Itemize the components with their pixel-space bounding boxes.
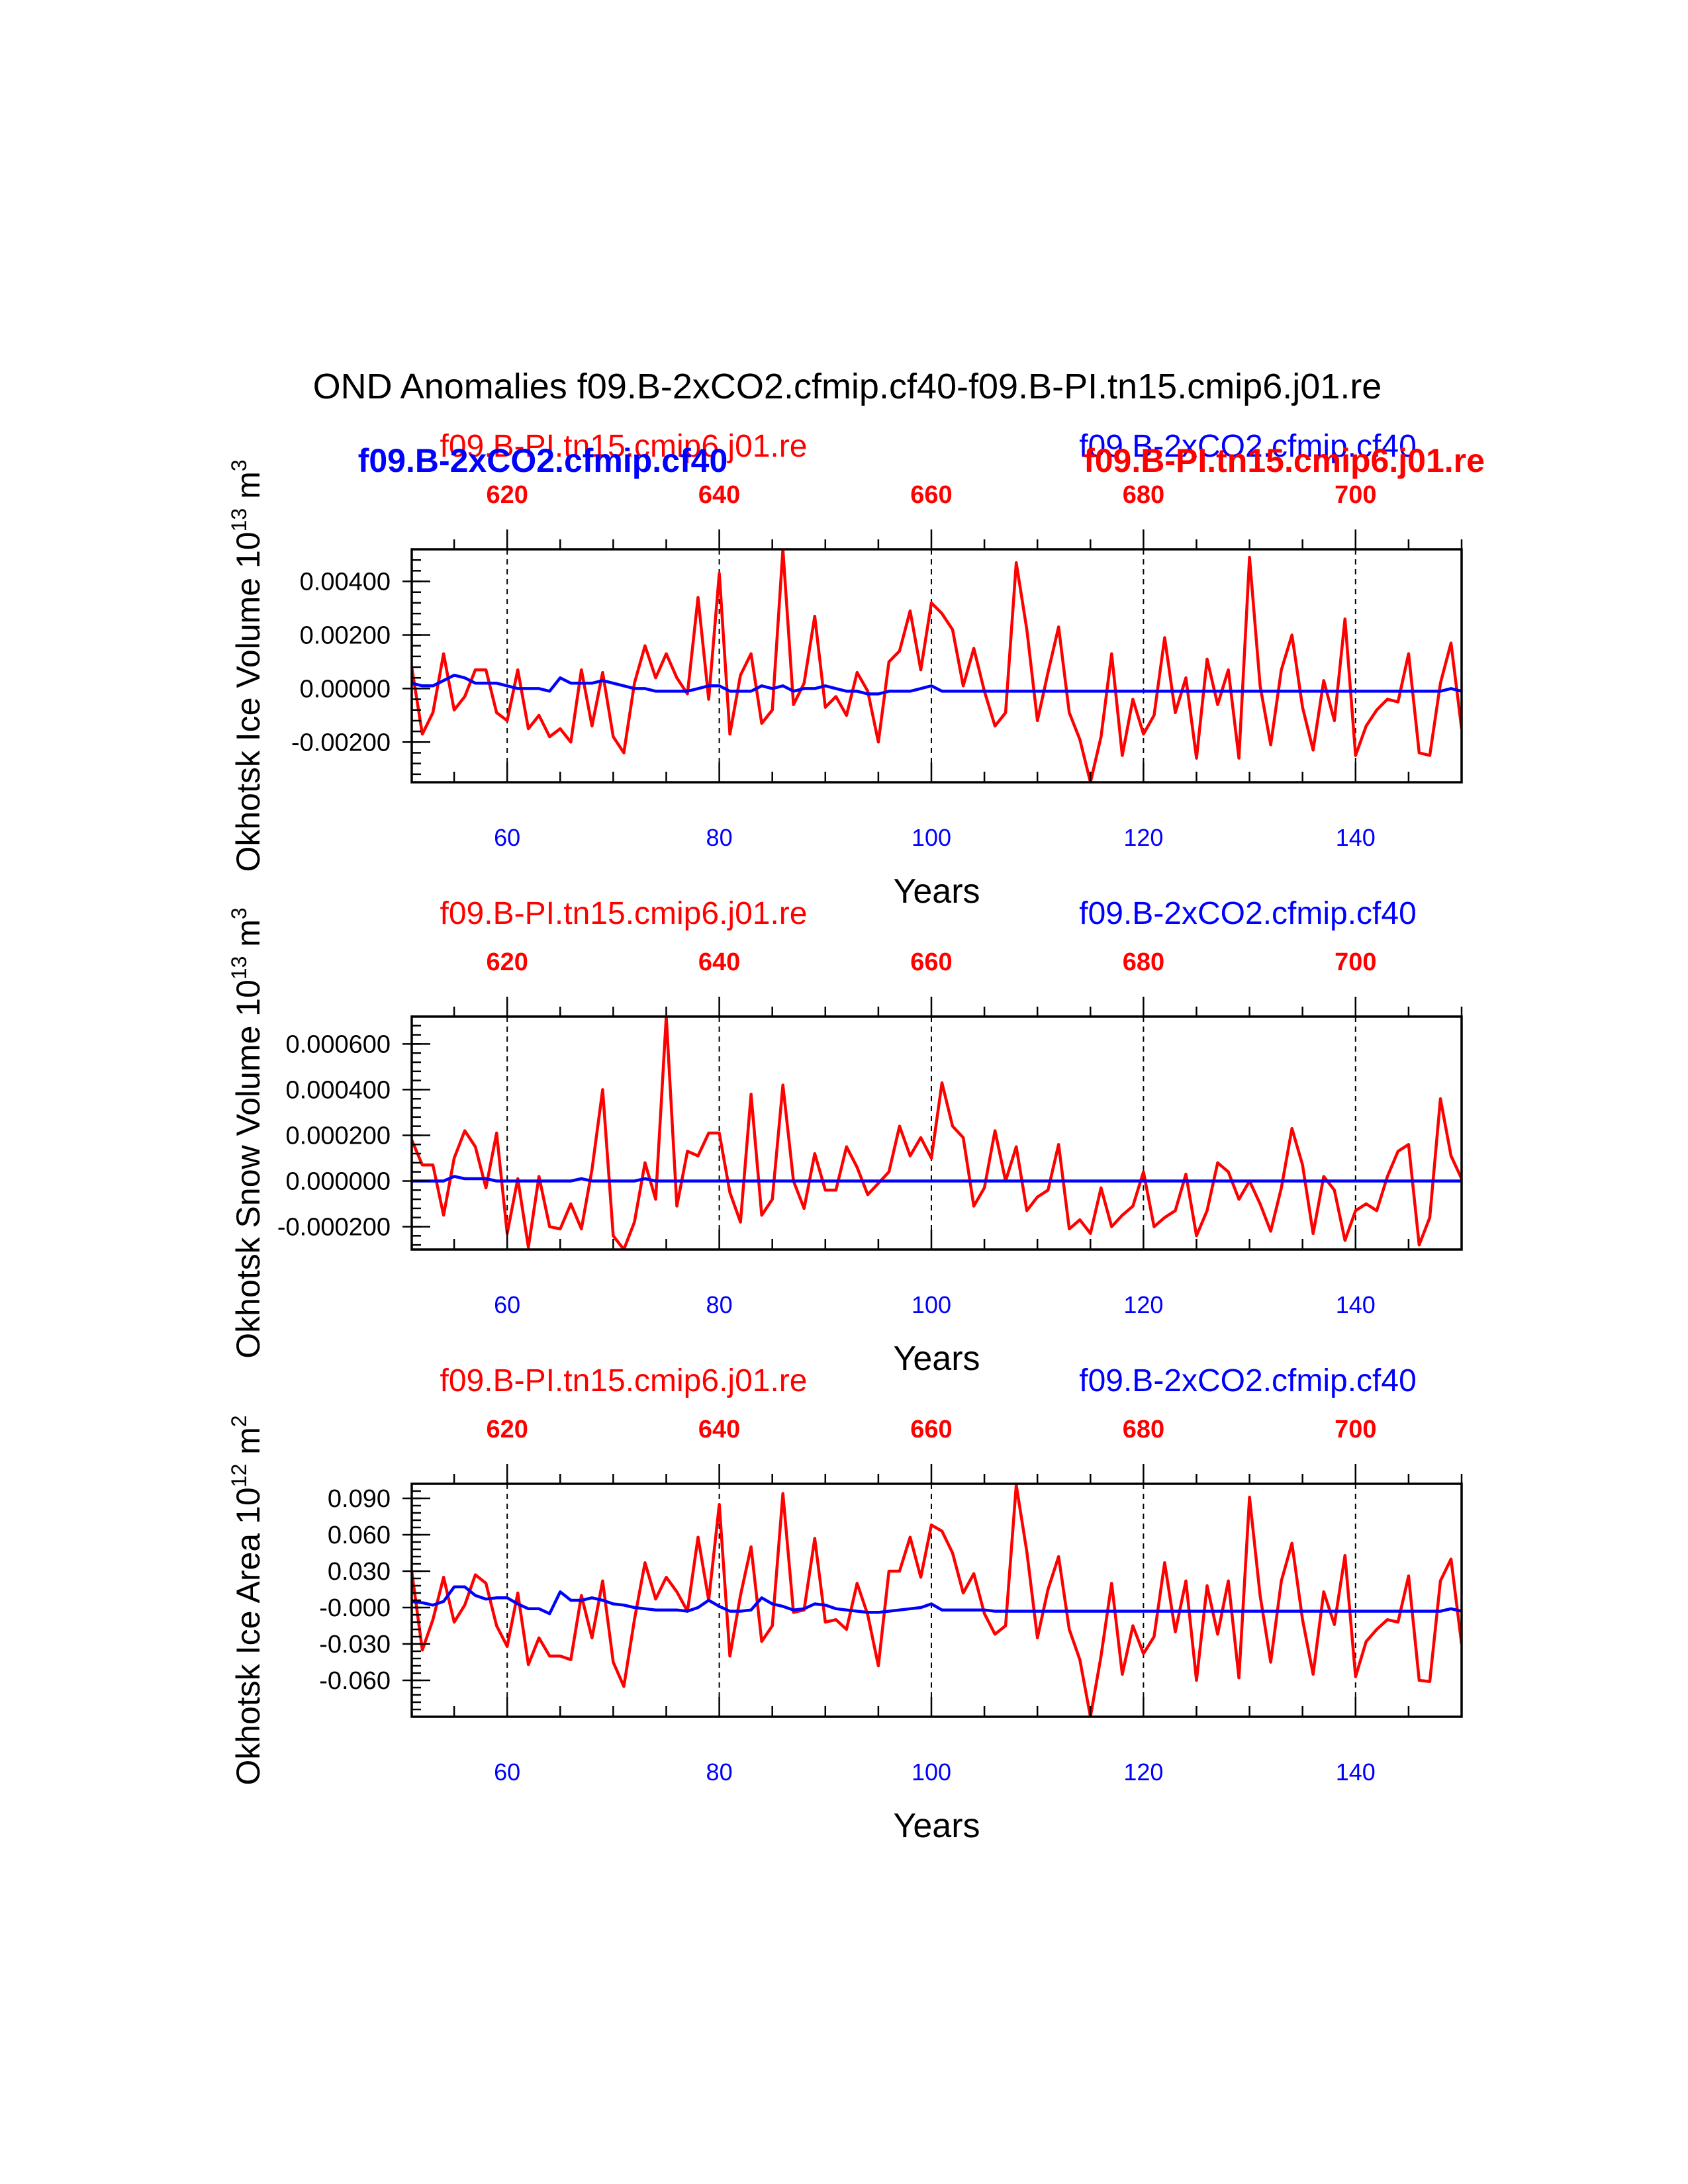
top-tick-label: 620: [486, 481, 528, 509]
y-axis-title: Okhotsk Ice Area 1012 m2: [227, 1415, 267, 1785]
y-tick-label: 0.00000: [300, 675, 391, 703]
y-tick-label: -0.000200: [277, 1213, 391, 1241]
y-tick-label: 0.00200: [300, 621, 391, 649]
y-axis-title-part: Okhotsk Ice Area 10: [230, 1487, 267, 1785]
x-tick-label: 80: [706, 824, 733, 851]
series-line-co2: [412, 673, 1462, 696]
y-tick-label: 0.090: [328, 1485, 391, 1513]
right-series-label: f09.B-2xCO2.cfmip.cf40: [1079, 896, 1417, 931]
y-tick-label: 0.00400: [300, 569, 391, 596]
y-axis-title-superscript: 13: [227, 956, 251, 980]
y-axis-title-superscript: 12: [227, 1464, 251, 1488]
x-tick-label: 140: [1336, 824, 1376, 851]
panel-ice-volume: 60 80 100 120 140 620 640 660 680 700 0.00400 0.002…: [227, 429, 1485, 911]
top-tick-label: 620: [486, 948, 528, 976]
series-line-co2: [412, 1585, 1462, 1615]
x-tick-label: 140: [1336, 1758, 1376, 1786]
top-tick-label: 700: [1335, 948, 1376, 976]
left-series-label: f09.B-PI.tn15.cmip6.j01.re: [440, 1363, 808, 1398]
series-line-pi: [412, 549, 1462, 782]
left-series-label-bold: f09.B-2xCO2.cfmip.cf40: [358, 442, 728, 479]
panels: 60 80 100 120 140 620 640 660 680 700 0.00400 0.002…: [227, 429, 1485, 1845]
y-axis-title-part: m: [230, 471, 267, 508]
x-tick-label: 120: [1123, 1291, 1163, 1318]
x-axis-title: Years: [893, 1340, 980, 1378]
top-tick-label: 680: [1123, 1416, 1164, 1443]
y-axis-title-superscript: 2: [227, 1415, 251, 1427]
y-tick-label: 0.000200: [286, 1122, 391, 1150]
series-line-pi: [412, 1017, 1462, 1250]
y-tick-label: -0.000: [319, 1594, 391, 1622]
top-tick-label: 680: [1123, 481, 1164, 509]
top-tick-label: 620: [486, 1416, 528, 1443]
y-tick-label: 0.000400: [286, 1076, 391, 1104]
right-series-label: f09.B-2xCO2.cfmip.cf40: [1079, 1363, 1417, 1398]
x-tick-label: 60: [494, 1758, 520, 1786]
y-axis-title-part: Okhotsk Snow Volume 10: [230, 979, 267, 1359]
figure-title: OND Anomalies f09.B-2xCO2.cfmip.cf40-f09…: [313, 367, 1382, 406]
top-tick-label: 700: [1335, 1416, 1376, 1443]
left-series-label: f09.B-PI.tn15.cmip6.j01.re: [440, 429, 808, 464]
x-axis-title: Years: [893, 872, 980, 911]
x-tick-label: 100: [912, 1291, 951, 1318]
y-axis-title-part: m: [230, 919, 267, 956]
top-tick-label: 700: [1335, 481, 1376, 509]
top-tick-label: 680: [1123, 948, 1164, 976]
panel-ice-area: 60 80 100 120 140 620 640 660 680 700 0.090 0.060 0.…: [227, 1363, 1463, 1845]
y-tick-label: 0.030: [328, 1558, 391, 1586]
plot-frame: [410, 548, 1463, 784]
y-axis-title-part: m: [230, 1427, 267, 1464]
top-tick-label: 660: [910, 948, 952, 976]
x-tick-label: 100: [912, 824, 951, 851]
y-tick-label: 0.000600: [286, 1030, 391, 1058]
plot-frame: [410, 1015, 1463, 1251]
y-axis-title-superscript: 13: [227, 508, 251, 532]
y-axis-title-part: Okhotsk Ice Volume 10: [230, 531, 267, 872]
x-tick-label: 120: [1123, 1758, 1163, 1786]
y-tick-label: -0.00200: [291, 729, 391, 756]
x-tick-label: 60: [494, 824, 520, 851]
right-series-label: f09.B-2xCO2.cfmip.cf40: [1079, 429, 1417, 464]
right-series-label-bold: f09.B-PI.tn15.cmip6.j01.re: [1084, 442, 1485, 479]
top-tick-label: 640: [698, 481, 740, 509]
y-axis-title-superscript: 3: [227, 459, 251, 471]
top-tick-label: 640: [698, 1416, 740, 1443]
panel-snow-volume: 60 80 100 120 140 620 640 660 680 700 0.000600 0.00…: [227, 896, 1463, 1378]
x-tick-label: 80: [706, 1291, 733, 1318]
x-tick-label: 60: [494, 1291, 520, 1318]
y-tick-label: 0.060: [328, 1522, 391, 1549]
series-line-pi: [412, 1484, 1462, 1717]
series-line-co2: [412, 1175, 1462, 1183]
y-axis-title: Okhotsk Snow Volume 1013 m3: [227, 907, 267, 1358]
x-tick-label: 80: [706, 1758, 733, 1786]
y-axis-title: Okhotsk Ice Volume 1013 m3: [227, 459, 267, 872]
top-tick-label: 660: [910, 481, 952, 509]
top-tick-label: 640: [698, 948, 740, 976]
x-tick-label: 120: [1123, 824, 1163, 851]
top-tick-label: 660: [910, 1416, 952, 1443]
x-tick-label: 140: [1336, 1291, 1376, 1318]
left-series-label: f09.B-PI.tn15.cmip6.j01.re: [440, 896, 808, 931]
y-tick-label: -0.030: [319, 1631, 391, 1659]
y-axis-title-superscript: 3: [227, 907, 251, 919]
y-tick-label: -0.060: [319, 1667, 391, 1695]
x-axis-title: Years: [893, 1807, 980, 1845]
x-tick-label: 100: [912, 1758, 951, 1786]
y-tick-label: 0.000000: [286, 1167, 391, 1195]
